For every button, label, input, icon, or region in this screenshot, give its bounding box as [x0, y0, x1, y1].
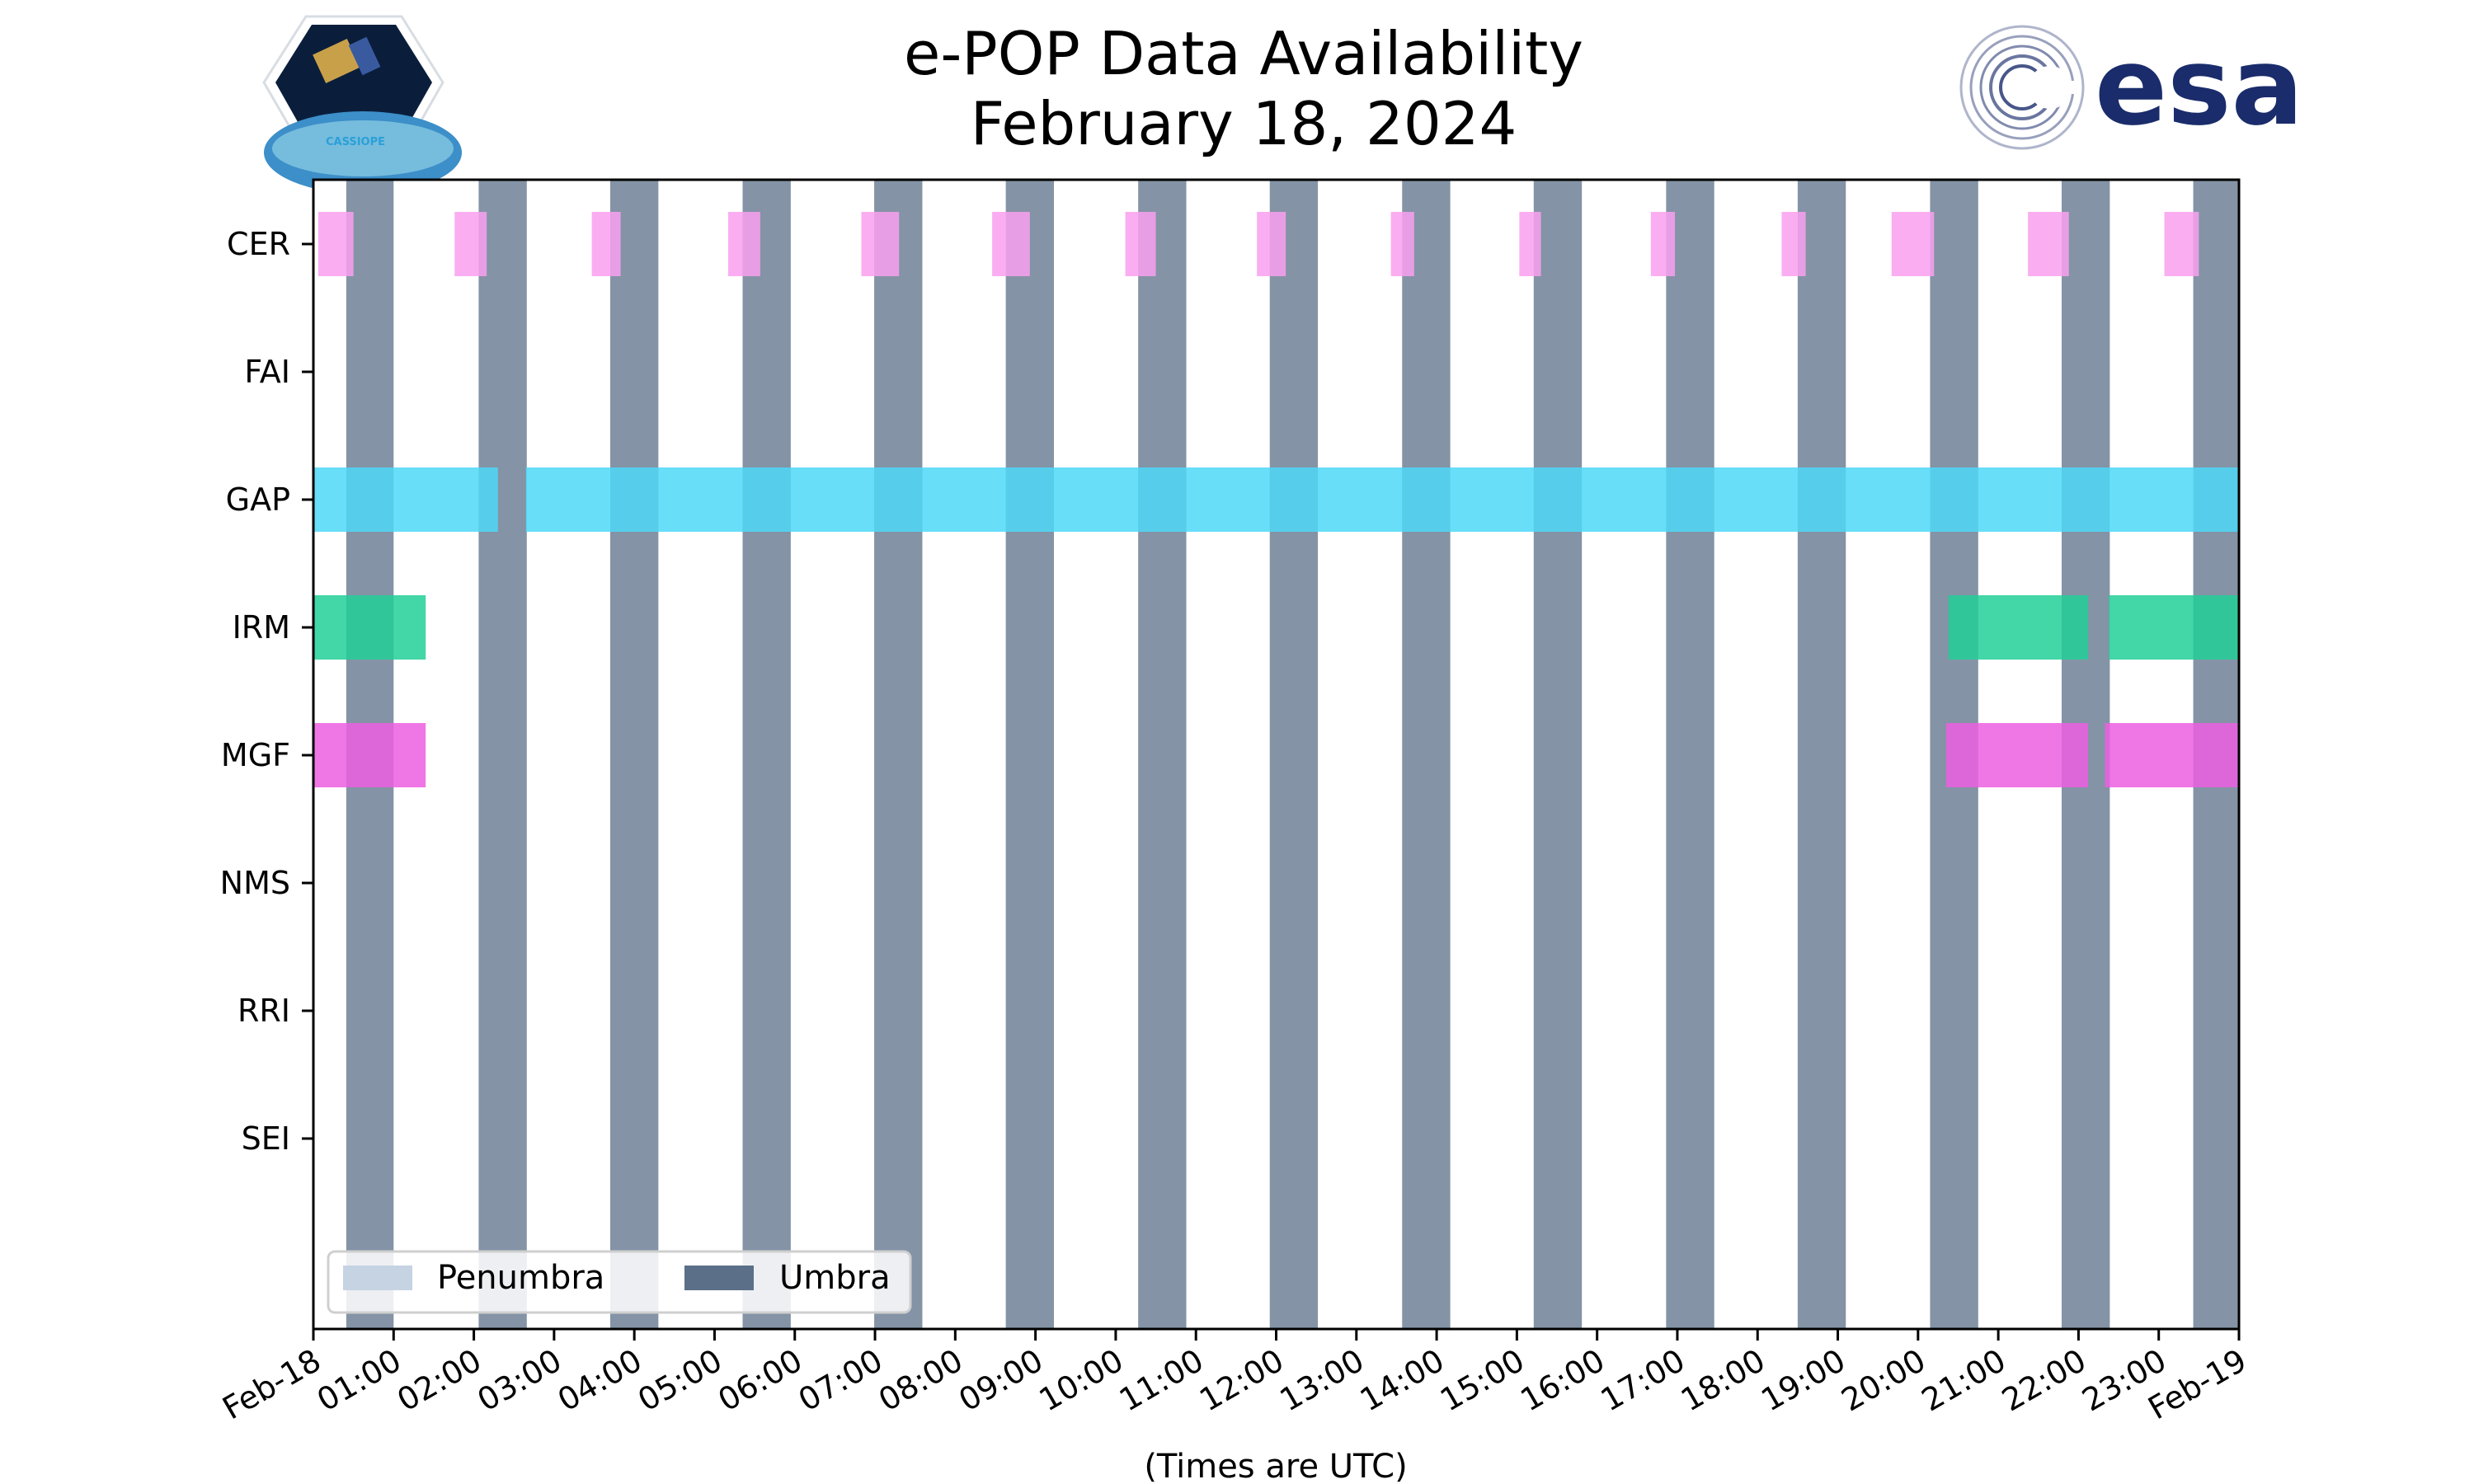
- umbra-band-8: [1402, 180, 1451, 1329]
- umbra-band-9: [1533, 180, 1583, 1329]
- bar-cer-11: [1781, 212, 1806, 276]
- logo-earth-atmosphere: [272, 120, 454, 176]
- x-tick-label-8: 08:00: [872, 1342, 969, 1419]
- bar-mgf-0: [313, 723, 426, 787]
- y-axis: CER FAI GAP IRM MGF NMS RRI SEI: [220, 226, 313, 1157]
- x-tick-label-4: 04:00: [552, 1342, 648, 1419]
- x-tick-label-15: 15:00: [1434, 1342, 1531, 1419]
- bar-cer-1: [454, 212, 487, 276]
- cassiope-logo: CASSIOPE: [262, 15, 462, 194]
- umbra-band-1: [478, 180, 527, 1329]
- bar-cer-5: [992, 212, 1030, 276]
- chart-title-line2: February 18, 2024: [971, 89, 1517, 158]
- x-tick-label-13: 13:00: [1273, 1342, 1370, 1419]
- bar-cer-0: [317, 212, 354, 276]
- y-tick-label-sei: SEI: [242, 1120, 290, 1157]
- bar-cer-14: [2164, 212, 2199, 276]
- bar-irm-2: [2109, 595, 2239, 660]
- legend: Penumbra Umbra: [327, 1250, 912, 1314]
- bar-cer-12: [1891, 212, 1935, 276]
- logo-cassiope-text: CASSIOPE: [326, 136, 385, 148]
- x-tick-label-21: 21:00: [1916, 1342, 2012, 1419]
- x-tick-label-17: 17:00: [1595, 1342, 1691, 1419]
- umbra-band-4: [874, 180, 923, 1329]
- x-tick-label-18: 18:00: [1675, 1342, 1771, 1419]
- legend-label-umbra: Umbra: [779, 1259, 891, 1297]
- bar-irm-1: [1948, 595, 2089, 660]
- umbra-band-5: [1005, 180, 1055, 1329]
- legend-box: [327, 1250, 912, 1314]
- x-tick-label-3: 03:00: [472, 1342, 568, 1419]
- bar-mgf-1: [1945, 723, 2089, 787]
- x-tick-label-16: 16:00: [1514, 1342, 1611, 1419]
- bar-cer-7: [1257, 212, 1286, 276]
- x-axis: Feb-1801:0002:0003:0004:0005:0006:0007:0…: [216, 1329, 2253, 1427]
- bar-cer-9: [1519, 212, 1541, 276]
- x-axis-label: (Times are UTC): [1144, 1448, 1407, 1484]
- bar-cer-13: [2028, 212, 2069, 276]
- umbra-band-11: [1797, 180, 1846, 1329]
- y-tick-label-fai: FAI: [244, 354, 290, 390]
- x-tick-label-10: 10:00: [1033, 1342, 1130, 1419]
- bar-cer-4: [861, 212, 900, 276]
- umbra-band-10: [1666, 180, 1714, 1329]
- x-tick-label-20: 20:00: [1835, 1342, 1931, 1419]
- y-tick-label-gap: GAP: [226, 481, 290, 518]
- x-tick-label-9: 09:00: [952, 1342, 1049, 1419]
- x-tick-label-2: 02:00: [391, 1342, 487, 1419]
- bar-gap-0: [313, 467, 498, 532]
- x-tick-label-22: 22:00: [1996, 1342, 2092, 1419]
- y-tick-label-rri: RRI: [238, 993, 290, 1029]
- bar-gap-1: [525, 467, 2239, 532]
- umbra-band-6: [1138, 180, 1187, 1329]
- x-tick-label-6: 06:00: [712, 1342, 808, 1419]
- logo-satellite: [313, 39, 360, 83]
- esa-swirl-icon: [1959, 25, 2085, 150]
- bar-cer-6: [1125, 212, 1156, 276]
- x-tick-label-12: 12:00: [1193, 1342, 1290, 1419]
- x-tick-label-1: 01:00: [311, 1342, 407, 1419]
- esa-logo-text: esa: [2095, 24, 2303, 149]
- umbra-band-2: [609, 180, 659, 1329]
- bar-cer-2: [591, 212, 621, 276]
- y-tick-label-irm: IRM: [233, 609, 290, 646]
- x-tick-label-5: 05:00: [632, 1342, 728, 1419]
- bar-cer-8: [1390, 212, 1414, 276]
- legend-swatch-penumbra: [343, 1266, 412, 1290]
- bar-irm-0: [313, 595, 426, 660]
- chart-title-line1: e-POP Data Availability: [904, 19, 1583, 88]
- legend-swatch-umbra: [684, 1266, 754, 1290]
- y-tick-label-mgf: MGF: [221, 737, 290, 773]
- x-tick-label-7: 07:00: [793, 1342, 889, 1419]
- x-tick-label-11: 11:00: [1113, 1342, 1210, 1419]
- y-tick-label-nms: NMS: [220, 865, 290, 901]
- x-tick-label-19: 19:00: [1755, 1342, 1851, 1419]
- legend-label-penumbra: Penumbra: [437, 1259, 604, 1297]
- esa-logo: esa: [1959, 24, 2303, 150]
- x-tick-label-14: 14:00: [1354, 1342, 1451, 1419]
- bar-mgf-2: [2105, 723, 2239, 787]
- umbra-bands: [346, 180, 2239, 1329]
- logo-satellite-panel: [348, 36, 381, 76]
- instrument-bars: [313, 212, 2239, 787]
- bar-cer-10: [1650, 212, 1676, 276]
- bar-cer-3: [727, 212, 760, 276]
- umbra-band-3: [742, 180, 791, 1329]
- y-tick-label-cer: CER: [227, 226, 290, 262]
- umbra-band-7: [1269, 180, 1319, 1329]
- x-tick-label-0: Feb-18: [216, 1342, 327, 1427]
